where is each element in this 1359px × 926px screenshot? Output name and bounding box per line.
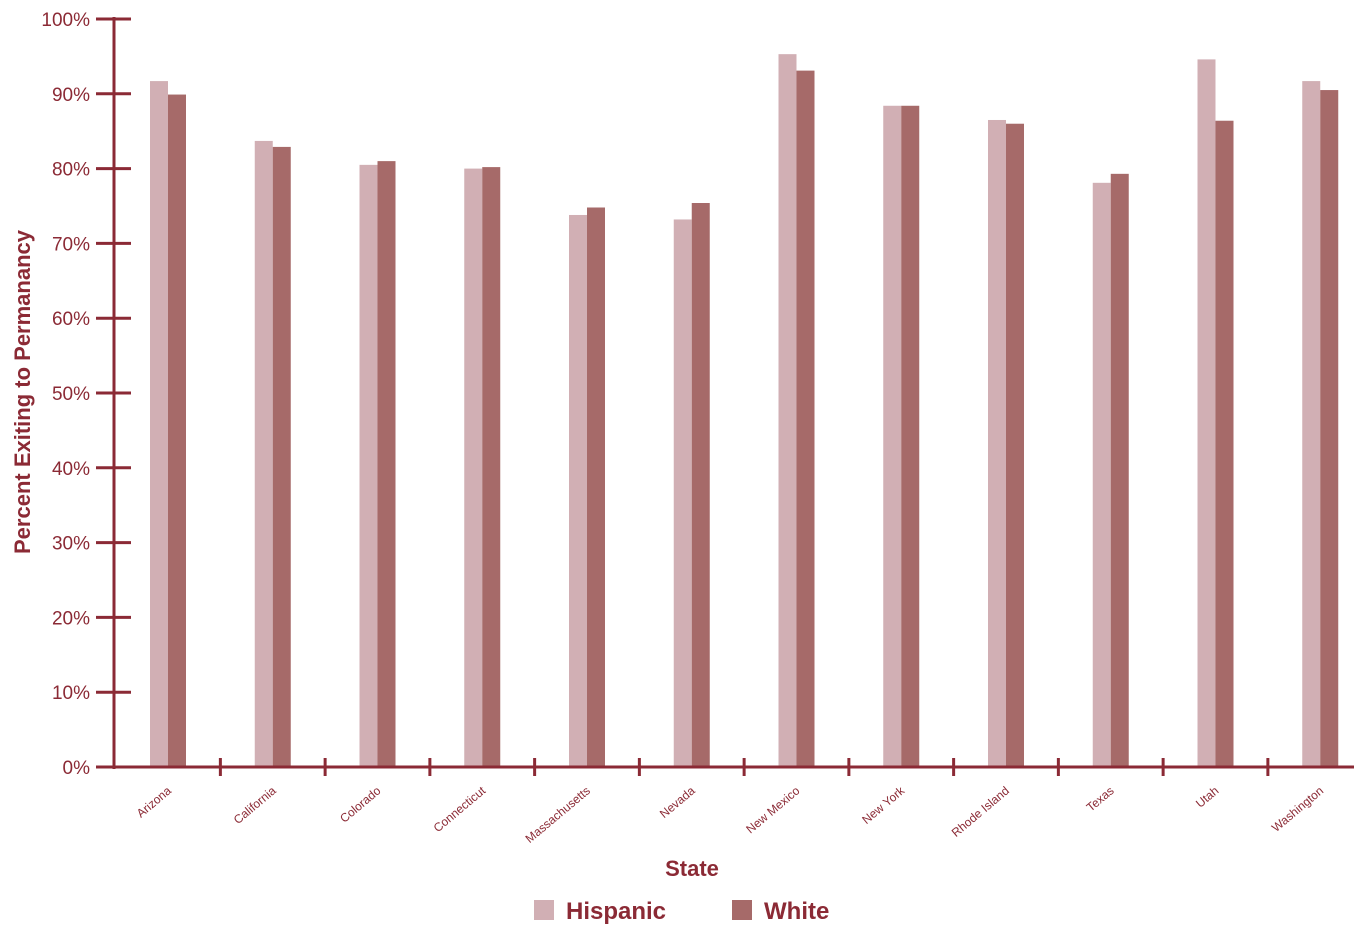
- bar-white: [272, 146, 291, 767]
- legend-label-hispanic: Hispanic: [566, 898, 666, 925]
- bar-hispanic: [778, 54, 797, 767]
- bar-hispanic: [988, 119, 1006, 768]
- x-category-label: Nevada: [657, 783, 698, 821]
- y-tick-label: 30%: [52, 534, 90, 555]
- y-tick-label: 100%: [41, 10, 90, 31]
- y-tick-label: 80%: [52, 160, 90, 181]
- x-category-label: Washington: [1269, 784, 1326, 835]
- bar-hispanic: [1092, 182, 1111, 767]
- y-tick-label: 0%: [63, 758, 91, 779]
- x-axis-category-labels: Arizona California Colorado Connecticut Mass…: [134, 783, 1326, 846]
- legend-label-white: White: [764, 898, 829, 925]
- bars: [150, 54, 1339, 768]
- bar-white: [1110, 173, 1129, 767]
- y-tick-label: 50%: [52, 384, 90, 405]
- bar-hispanic: [254, 140, 273, 767]
- bar-white: [796, 70, 815, 767]
- x-category-label: California: [231, 783, 279, 827]
- bar-white: [1320, 90, 1339, 767]
- x-category-label: Connecticut: [431, 783, 489, 835]
- y-tick-label: 40%: [52, 459, 90, 480]
- y-axis-title: Percent Exiting to Permanancy: [10, 229, 35, 554]
- legend-swatch-white: [732, 900, 752, 920]
- bar-white: [377, 161, 396, 767]
- x-category-label: New Mexico: [743, 783, 802, 836]
- x-category-label: Texas: [1084, 784, 1117, 815]
- x-category-label: Colorado: [337, 783, 384, 825]
- bar-hispanic: [1302, 81, 1321, 768]
- x-category-label: Arizona: [134, 783, 174, 820]
- legend: Hispanic White: [534, 898, 829, 925]
- x-category-label: Utah: [1193, 784, 1221, 811]
- bar-white: [901, 105, 920, 767]
- bar-white: [482, 167, 501, 767]
- x-axis-title: State: [665, 856, 719, 881]
- bar-hispanic: [673, 219, 692, 768]
- x-category-label: Massachusetts: [523, 784, 593, 846]
- y-axis-ticks: 0% 10% 20% 30% 40% 50% 60% 70% 80% 90% 100%: [41, 10, 131, 779]
- y-tick-label: 70%: [52, 234, 90, 255]
- bar-hispanic: [569, 214, 587, 767]
- legend-swatch-hispanic: [534, 900, 554, 920]
- bar-hispanic: [359, 164, 378, 768]
- bar-hispanic: [464, 168, 483, 768]
- x-category-label: New York: [859, 783, 908, 827]
- bar-white: [168, 94, 186, 768]
- y-tick-label: 90%: [52, 85, 90, 106]
- x-category-label: Rhode Island: [949, 784, 1012, 840]
- bar-hispanic: [883, 105, 902, 767]
- bar-white: [1215, 120, 1234, 767]
- y-tick-label: 20%: [52, 608, 90, 629]
- bar-white: [691, 203, 710, 767]
- bar-hispanic: [150, 81, 168, 768]
- y-tick-label: 10%: [52, 683, 90, 704]
- y-tick-label: 60%: [52, 309, 90, 330]
- bar-white: [1006, 123, 1024, 768]
- bar-hispanic: [1197, 59, 1216, 768]
- bar-white: [587, 207, 605, 768]
